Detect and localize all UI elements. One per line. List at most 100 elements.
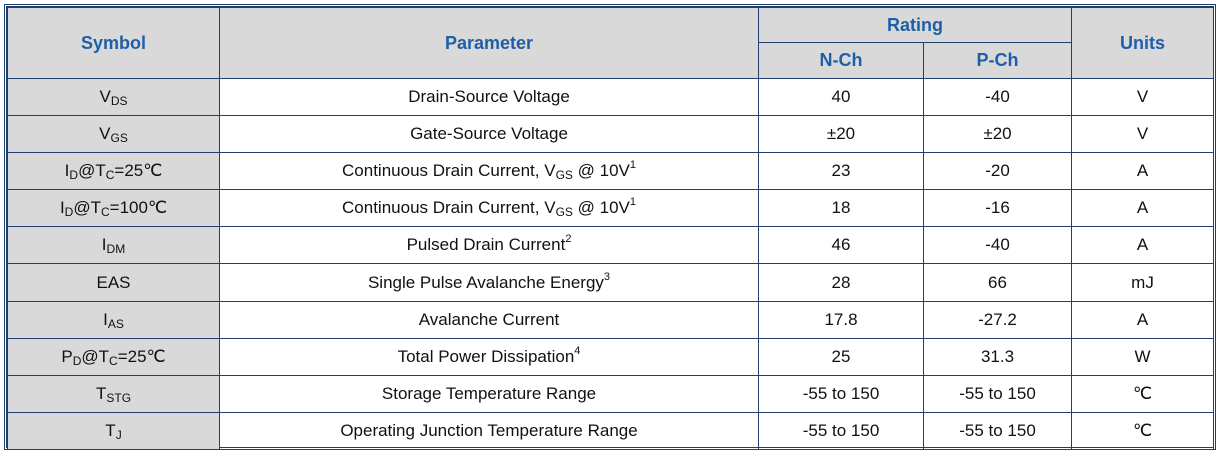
- units-cell: V: [1071, 77, 1214, 117]
- symbol-sym-base: I: [59, 198, 65, 218]
- symbol-sym-base: I: [64, 161, 70, 181]
- p-ch-value-p: -55 to 150: [959, 383, 1036, 403]
- n-ch-value-cell: 18: [758, 189, 924, 228]
- table-row: EAS Single Pulse Avalanche Energy3 28 66 mJ: [7, 263, 1214, 302]
- parameter-cell: Gate-Source Voltage: [219, 115, 759, 154]
- n-ch-value-n: ±20: [826, 124, 856, 144]
- units-unit: A: [1136, 198, 1149, 218]
- parameter-param: Single Pulse Avalanche Energy: [367, 272, 604, 292]
- p-ch-value-p: -20: [985, 161, 1010, 181]
- symbol-cell: ID@TC=25℃: [7, 152, 220, 191]
- parameter-param-sup: 3: [603, 270, 611, 283]
- symbol-cell: TSTG: [7, 374, 220, 413]
- header-symbol: Symbol: [7, 7, 220, 79]
- header-units: Units: [1071, 7, 1214, 79]
- p-ch-value-p: ±20: [983, 124, 1012, 144]
- parameter-cell: Pulsed Drain Current2: [219, 226, 759, 265]
- p-ch-value-p: -27.2: [978, 309, 1017, 329]
- units-unit: V: [1136, 87, 1149, 107]
- parameter-param: Continuous Drain Current, V: [342, 198, 556, 218]
- symbol-cell: IDM: [7, 226, 220, 265]
- symbol-sym-sub: D: [72, 353, 82, 368]
- symbol-sym-sub: DS: [110, 94, 128, 109]
- symbol-sym-tail: @T: [73, 198, 101, 218]
- parameter-cell: Operating Junction Temperature Range: [219, 411, 759, 451]
- symbol-sym-base: P: [61, 346, 73, 366]
- header-parameter: Parameter: [219, 7, 759, 79]
- symbol-cell: ID@TC=100℃: [7, 189, 220, 228]
- p-ch-value-p: 31.3: [980, 346, 1015, 366]
- symbol-cell: VGS: [7, 115, 220, 154]
- units-cell: W: [1071, 337, 1214, 376]
- units-cell: A: [1071, 152, 1214, 191]
- parameter-cell: Continuous Drain Current, VGS @ 10V1: [219, 189, 759, 228]
- symbol-sym-base: I: [101, 235, 107, 255]
- parameter-param-sup: 1: [629, 159, 636, 172]
- p-ch-value-p: -55 to 150: [959, 420, 1036, 440]
- symbol-sym-tail: @T: [81, 346, 110, 366]
- units-cell: V: [1071, 115, 1214, 154]
- n-ch-value-cell: 17.8: [758, 300, 924, 339]
- units-cell: A: [1071, 226, 1214, 265]
- units-unit: V: [1136, 124, 1149, 144]
- n-ch-value-cell: 23: [758, 152, 924, 191]
- symbol-sym-tail2: =25℃: [114, 161, 163, 181]
- p-ch-value-p: 66: [988, 272, 1007, 292]
- p-ch-value-cell: -27.2: [923, 300, 1072, 339]
- parameter-param: Drain-Source Voltage: [408, 87, 570, 107]
- n-ch-value-n: 25: [831, 346, 851, 366]
- p-ch-value-cell: -40: [923, 77, 1072, 117]
- units-unit: ℃: [1132, 420, 1153, 440]
- p-ch-value-cell: 31.3: [923, 337, 1072, 376]
- table-row: TJ Operating Junction Temperature Range -5…: [7, 411, 1214, 451]
- header-n-ch: N-Ch: [758, 42, 924, 79]
- symbol-sym-sub2: C: [105, 168, 115, 183]
- symbol-sym-base: V: [99, 87, 111, 107]
- symbol-sym-base: EAS: [96, 272, 131, 292]
- n-ch-value-cell: -55 to 150: [758, 374, 924, 413]
- n-ch-value-n: 23: [831, 161, 851, 181]
- table-row: ID@TC=25℃ Continuous Drain Current, VGS @…: [7, 152, 1214, 191]
- parameter-param-sub: GS: [555, 168, 573, 183]
- symbol-sym-sub: STG: [106, 390, 132, 405]
- p-ch-value-cell: -55 to 150: [923, 374, 1072, 413]
- p-ch-value-cell: 66: [923, 263, 1072, 302]
- p-ch-value-cell: -20: [923, 152, 1072, 191]
- symbol-sym-sub: DM: [106, 242, 126, 257]
- parameter-param: Gate-Source Voltage: [410, 124, 568, 144]
- p-ch-value-cell: -55 to 150: [923, 411, 1072, 451]
- n-ch-value-cell: ±20: [758, 115, 924, 154]
- table-row: VDS Drain-Source Voltage 40 -40 V: [7, 77, 1214, 117]
- symbol-sym-base: V: [99, 124, 111, 144]
- symbol-sym-sub: J: [115, 427, 122, 442]
- table-row: VGS Gate-Source Voltage ±20 ±20 V: [7, 115, 1214, 154]
- n-ch-value-n: 18: [831, 198, 851, 218]
- parameter-param-sub: GS: [555, 205, 573, 220]
- table-row: TSTG Storage Temperature Range -55 to 150 -…: [7, 374, 1214, 413]
- parameter-cell: Continuous Drain Current, VGS @ 10V1: [219, 152, 759, 191]
- units-unit: A: [1136, 161, 1149, 181]
- units-cell: mJ: [1071, 263, 1214, 302]
- parameter-cell: Single Pulse Avalanche Energy3: [219, 263, 759, 302]
- symbol-sym-tail: @T: [78, 161, 106, 181]
- absolute-maximum-ratings-table: Symbol Parameter Rating Units N-Ch P-Ch …: [7, 7, 1214, 451]
- parameter-param: Avalanche Current: [418, 309, 560, 329]
- parameter-param-sup: 4: [574, 344, 581, 357]
- symbol-sym-sub: D: [69, 168, 79, 183]
- header-p-ch: P-Ch: [923, 42, 1072, 79]
- p-ch-value-cell: ±20: [923, 115, 1072, 154]
- p-ch-value-p: -40: [985, 235, 1010, 255]
- parameter-cell: Total Power Dissipation4: [219, 337, 759, 376]
- units-unit: mJ: [1131, 272, 1154, 292]
- symbol-sym-base: T: [105, 420, 116, 440]
- parameter-param-tail: @ 10V: [572, 161, 630, 181]
- symbol-sym-base: I: [103, 309, 108, 329]
- symbol-sym-sub: D: [64, 205, 74, 220]
- n-ch-value-n: 28: [831, 272, 851, 292]
- parameter-cell: Avalanche Current: [219, 300, 759, 339]
- parameter-param: Continuous Drain Current, V: [342, 161, 556, 181]
- symbol-sym-base: T: [95, 383, 107, 403]
- symbol-sym-sub: GS: [110, 131, 128, 146]
- p-ch-value-cell: -40: [923, 226, 1072, 265]
- header-rating: Rating: [758, 7, 1072, 43]
